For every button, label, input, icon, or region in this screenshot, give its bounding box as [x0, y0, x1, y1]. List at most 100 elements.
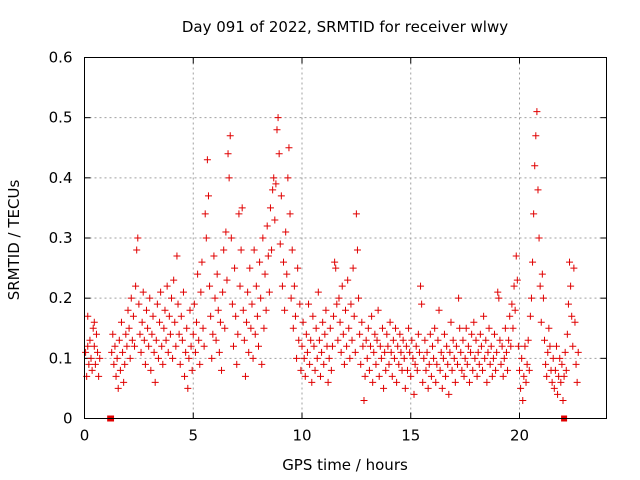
data-point	[117, 318, 125, 326]
data-point	[455, 294, 463, 302]
data-point	[411, 360, 419, 368]
data-point	[512, 252, 520, 260]
data-point	[477, 342, 485, 350]
data-point	[465, 378, 473, 386]
data-point	[456, 324, 464, 332]
data-point	[135, 300, 143, 308]
data-point	[400, 354, 408, 362]
data-point	[413, 366, 421, 374]
data-point	[337, 348, 345, 356]
data-point	[196, 360, 204, 368]
data-point	[499, 372, 507, 380]
data-point	[82, 348, 90, 356]
data-point	[396, 330, 404, 338]
data-point	[336, 318, 344, 326]
data-point	[419, 378, 427, 386]
data-point	[273, 126, 281, 134]
data-point	[415, 348, 423, 356]
data-point	[362, 336, 370, 344]
y-tick-label: 0.3	[49, 229, 73, 247]
data-point	[457, 348, 465, 356]
data-point	[345, 324, 353, 332]
data-point	[350, 312, 358, 320]
data-point	[278, 282, 286, 290]
data-point	[88, 366, 96, 374]
data-point	[214, 306, 222, 314]
data-point	[232, 312, 240, 320]
data-point	[247, 324, 255, 332]
data-point	[226, 132, 234, 140]
data-point	[162, 336, 170, 344]
y-tick-label: 0.6	[49, 49, 73, 67]
data-point	[573, 378, 581, 386]
data-point	[543, 372, 551, 380]
data-point	[558, 360, 566, 368]
x-axis-label: GPS time / hours	[282, 456, 408, 474]
data-point	[360, 396, 368, 404]
data-point	[144, 324, 152, 332]
data-point	[270, 174, 278, 182]
data-point	[272, 180, 280, 188]
data-point	[518, 354, 526, 362]
data-point	[195, 336, 203, 344]
data-point	[425, 360, 433, 368]
data-point	[315, 336, 323, 344]
data-point	[86, 336, 94, 344]
data-point	[276, 240, 284, 248]
data-point	[85, 360, 93, 368]
data-point	[560, 372, 568, 380]
data-point	[204, 192, 212, 200]
data-point	[241, 372, 249, 380]
data-point	[251, 330, 259, 338]
data-point	[271, 216, 279, 224]
data-point	[507, 342, 515, 350]
data-point	[318, 348, 326, 356]
data-point	[545, 324, 553, 332]
data-point	[533, 108, 541, 116]
data-point	[122, 330, 130, 338]
data-point	[159, 360, 167, 368]
data-point	[309, 312, 317, 320]
data-point	[357, 360, 365, 368]
data-point	[381, 348, 389, 356]
data-point	[502, 348, 510, 356]
data-point	[84, 312, 92, 320]
data-point	[463, 360, 471, 368]
data-point	[268, 246, 276, 254]
data-point	[320, 360, 328, 368]
data-point	[265, 288, 273, 296]
data-point	[157, 288, 165, 296]
data-point	[393, 378, 401, 386]
data-point	[149, 312, 157, 320]
data-point	[296, 300, 304, 308]
data-point	[568, 312, 576, 320]
data-point	[284, 174, 292, 182]
data-point	[495, 294, 503, 302]
data-point	[369, 378, 377, 386]
data-point	[424, 384, 432, 392]
data-point	[119, 348, 127, 356]
data-point	[151, 378, 159, 386]
data-point	[557, 378, 565, 386]
data-point	[448, 366, 456, 374]
data-point	[482, 336, 490, 344]
data-point	[136, 330, 144, 338]
data-point	[187, 342, 195, 350]
data-point	[300, 354, 308, 362]
data-point	[132, 282, 140, 290]
data-point	[536, 282, 544, 290]
data-point	[258, 360, 266, 368]
data-point	[435, 306, 443, 314]
data-point	[494, 288, 502, 296]
data-point	[382, 366, 390, 374]
data-point	[505, 336, 513, 344]
data-point	[299, 318, 307, 326]
data-point	[199, 324, 207, 332]
data-point	[471, 354, 479, 362]
data-point	[487, 342, 495, 350]
data-point	[215, 348, 223, 356]
data-point	[293, 354, 301, 362]
data-point	[330, 312, 338, 320]
data-point	[184, 384, 192, 392]
data-point	[283, 270, 291, 278]
